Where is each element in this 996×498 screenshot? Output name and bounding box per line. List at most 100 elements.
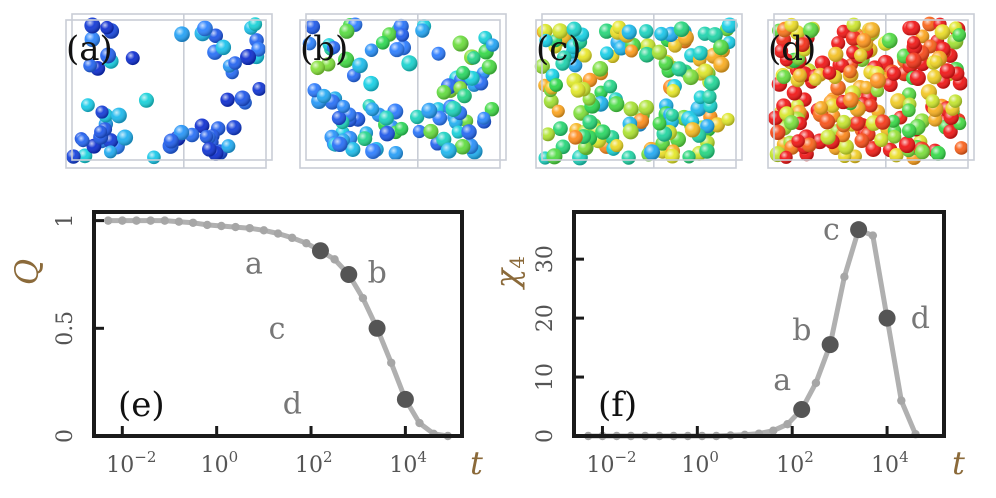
particle-highlight bbox=[595, 124, 611, 140]
data-point bbox=[840, 272, 849, 282]
particle-highlight bbox=[577, 140, 592, 155]
point-annotation-b: b bbox=[368, 255, 387, 290]
particle-highlight bbox=[457, 88, 472, 104]
particle-highlight bbox=[700, 119, 715, 134]
particle-highlight bbox=[803, 22, 819, 38]
snapshot-c-label: (c) bbox=[536, 29, 582, 69]
highlight-point bbox=[340, 265, 358, 283]
highlight-point bbox=[821, 336, 839, 354]
particle-highlight bbox=[582, 114, 598, 130]
particle-highlight bbox=[859, 80, 874, 95]
particle-highlight bbox=[415, 23, 430, 38]
y-tick-label: 0.5 bbox=[53, 311, 78, 346]
particle-highlight bbox=[409, 109, 425, 125]
particle-highlight bbox=[549, 78, 563, 92]
particle-highlight bbox=[883, 77, 898, 93]
highlight-point bbox=[368, 319, 386, 337]
particle-highlight bbox=[621, 24, 637, 40]
particle-highlight bbox=[901, 103, 916, 118]
particle-highlight bbox=[822, 66, 837, 80]
highlight-point bbox=[878, 309, 896, 327]
particle-highlight bbox=[226, 120, 242, 136]
particle-highlight bbox=[907, 36, 921, 50]
particle-highlight bbox=[886, 114, 900, 128]
particle-highlight bbox=[389, 42, 405, 58]
particle-highlight bbox=[792, 68, 807, 83]
snapshot-d-spheres bbox=[767, 13, 975, 169]
particle-highlight bbox=[665, 108, 679, 122]
particle-highlight bbox=[954, 141, 969, 155]
y-tick-label: 1 bbox=[53, 214, 78, 228]
y-tick-label: 0 bbox=[533, 429, 558, 443]
data-point bbox=[811, 378, 821, 388]
snapshot-b-spheres bbox=[299, 13, 507, 169]
particle-highlight bbox=[843, 92, 859, 108]
particle-highlight bbox=[365, 143, 381, 160]
data-point bbox=[868, 231, 878, 240]
particle-highlight bbox=[598, 23, 615, 39]
particle-highlight bbox=[843, 64, 857, 79]
particle-highlight bbox=[713, 56, 730, 73]
data-point bbox=[769, 426, 778, 435]
data-point bbox=[783, 420, 792, 429]
particle-highlight bbox=[934, 24, 951, 40]
particle-highlight bbox=[886, 66, 901, 81]
data-point bbox=[118, 216, 127, 225]
point-annotation-c: c bbox=[269, 311, 286, 346]
particle-highlight bbox=[423, 123, 439, 140]
particle-highlight bbox=[378, 110, 394, 126]
point-annotation-a: a bbox=[245, 247, 263, 282]
highlight-point bbox=[793, 400, 811, 418]
particle-highlight bbox=[899, 137, 916, 154]
particle-highlight bbox=[331, 110, 347, 126]
particle-highlight bbox=[889, 148, 904, 163]
y-axis-label: Q bbox=[8, 259, 46, 285]
data-point bbox=[302, 239, 311, 248]
particle-highlight bbox=[779, 150, 793, 164]
particle-highlight bbox=[477, 111, 491, 125]
particle-highlight bbox=[173, 124, 190, 141]
particle-highlight bbox=[791, 134, 805, 148]
particle-highlight bbox=[682, 150, 696, 164]
box-front-edge bbox=[767, 19, 969, 169]
particle-highlight bbox=[925, 94, 940, 109]
particle-highlight bbox=[484, 101, 500, 117]
particle-highlight bbox=[838, 138, 854, 155]
x-axis-label: t bbox=[470, 444, 483, 482]
particle-highlight bbox=[784, 17, 799, 33]
particle-highlight bbox=[103, 145, 118, 159]
particle-highlight bbox=[836, 114, 851, 129]
data-point bbox=[330, 255, 339, 264]
particle-highlight bbox=[452, 35, 469, 52]
plot-frame bbox=[572, 210, 946, 438]
particle-highlight bbox=[215, 39, 232, 56]
particle-highlight bbox=[608, 96, 625, 113]
data-point bbox=[387, 358, 396, 367]
particle-highlight bbox=[713, 39, 729, 56]
particle-highlight bbox=[639, 24, 654, 39]
x-tick-label: 100 bbox=[681, 448, 719, 478]
particle-highlight bbox=[336, 99, 351, 114]
particle-highlight bbox=[66, 149, 81, 164]
particle-highlight bbox=[456, 65, 471, 80]
particle-highlight bbox=[76, 134, 90, 148]
particle-highlight bbox=[603, 79, 618, 94]
x-axis-label: t bbox=[952, 444, 965, 482]
particle-highlight bbox=[930, 145, 946, 161]
particle-highlight bbox=[566, 21, 582, 37]
data-point bbox=[174, 217, 184, 226]
particle-highlight bbox=[199, 129, 214, 144]
particle-highlight bbox=[440, 142, 457, 159]
particle-highlight bbox=[869, 72, 886, 89]
x-tick-label: 100 bbox=[201, 448, 239, 478]
x-tick-label: 104 bbox=[871, 448, 909, 478]
particle-highlight bbox=[412, 124, 427, 139]
particle-highlight bbox=[927, 69, 942, 85]
particle-highlight bbox=[721, 112, 735, 126]
chart-f: 10−2 100 102 104 0 10 20 30 t χ4 ab c d (f) bbox=[488, 210, 965, 482]
particle-highlight bbox=[624, 44, 639, 58]
particle-highlight bbox=[658, 56, 674, 71]
particle-highlight bbox=[345, 141, 361, 157]
box-front-edge bbox=[299, 19, 501, 169]
x-tick-label: 104 bbox=[389, 448, 427, 478]
